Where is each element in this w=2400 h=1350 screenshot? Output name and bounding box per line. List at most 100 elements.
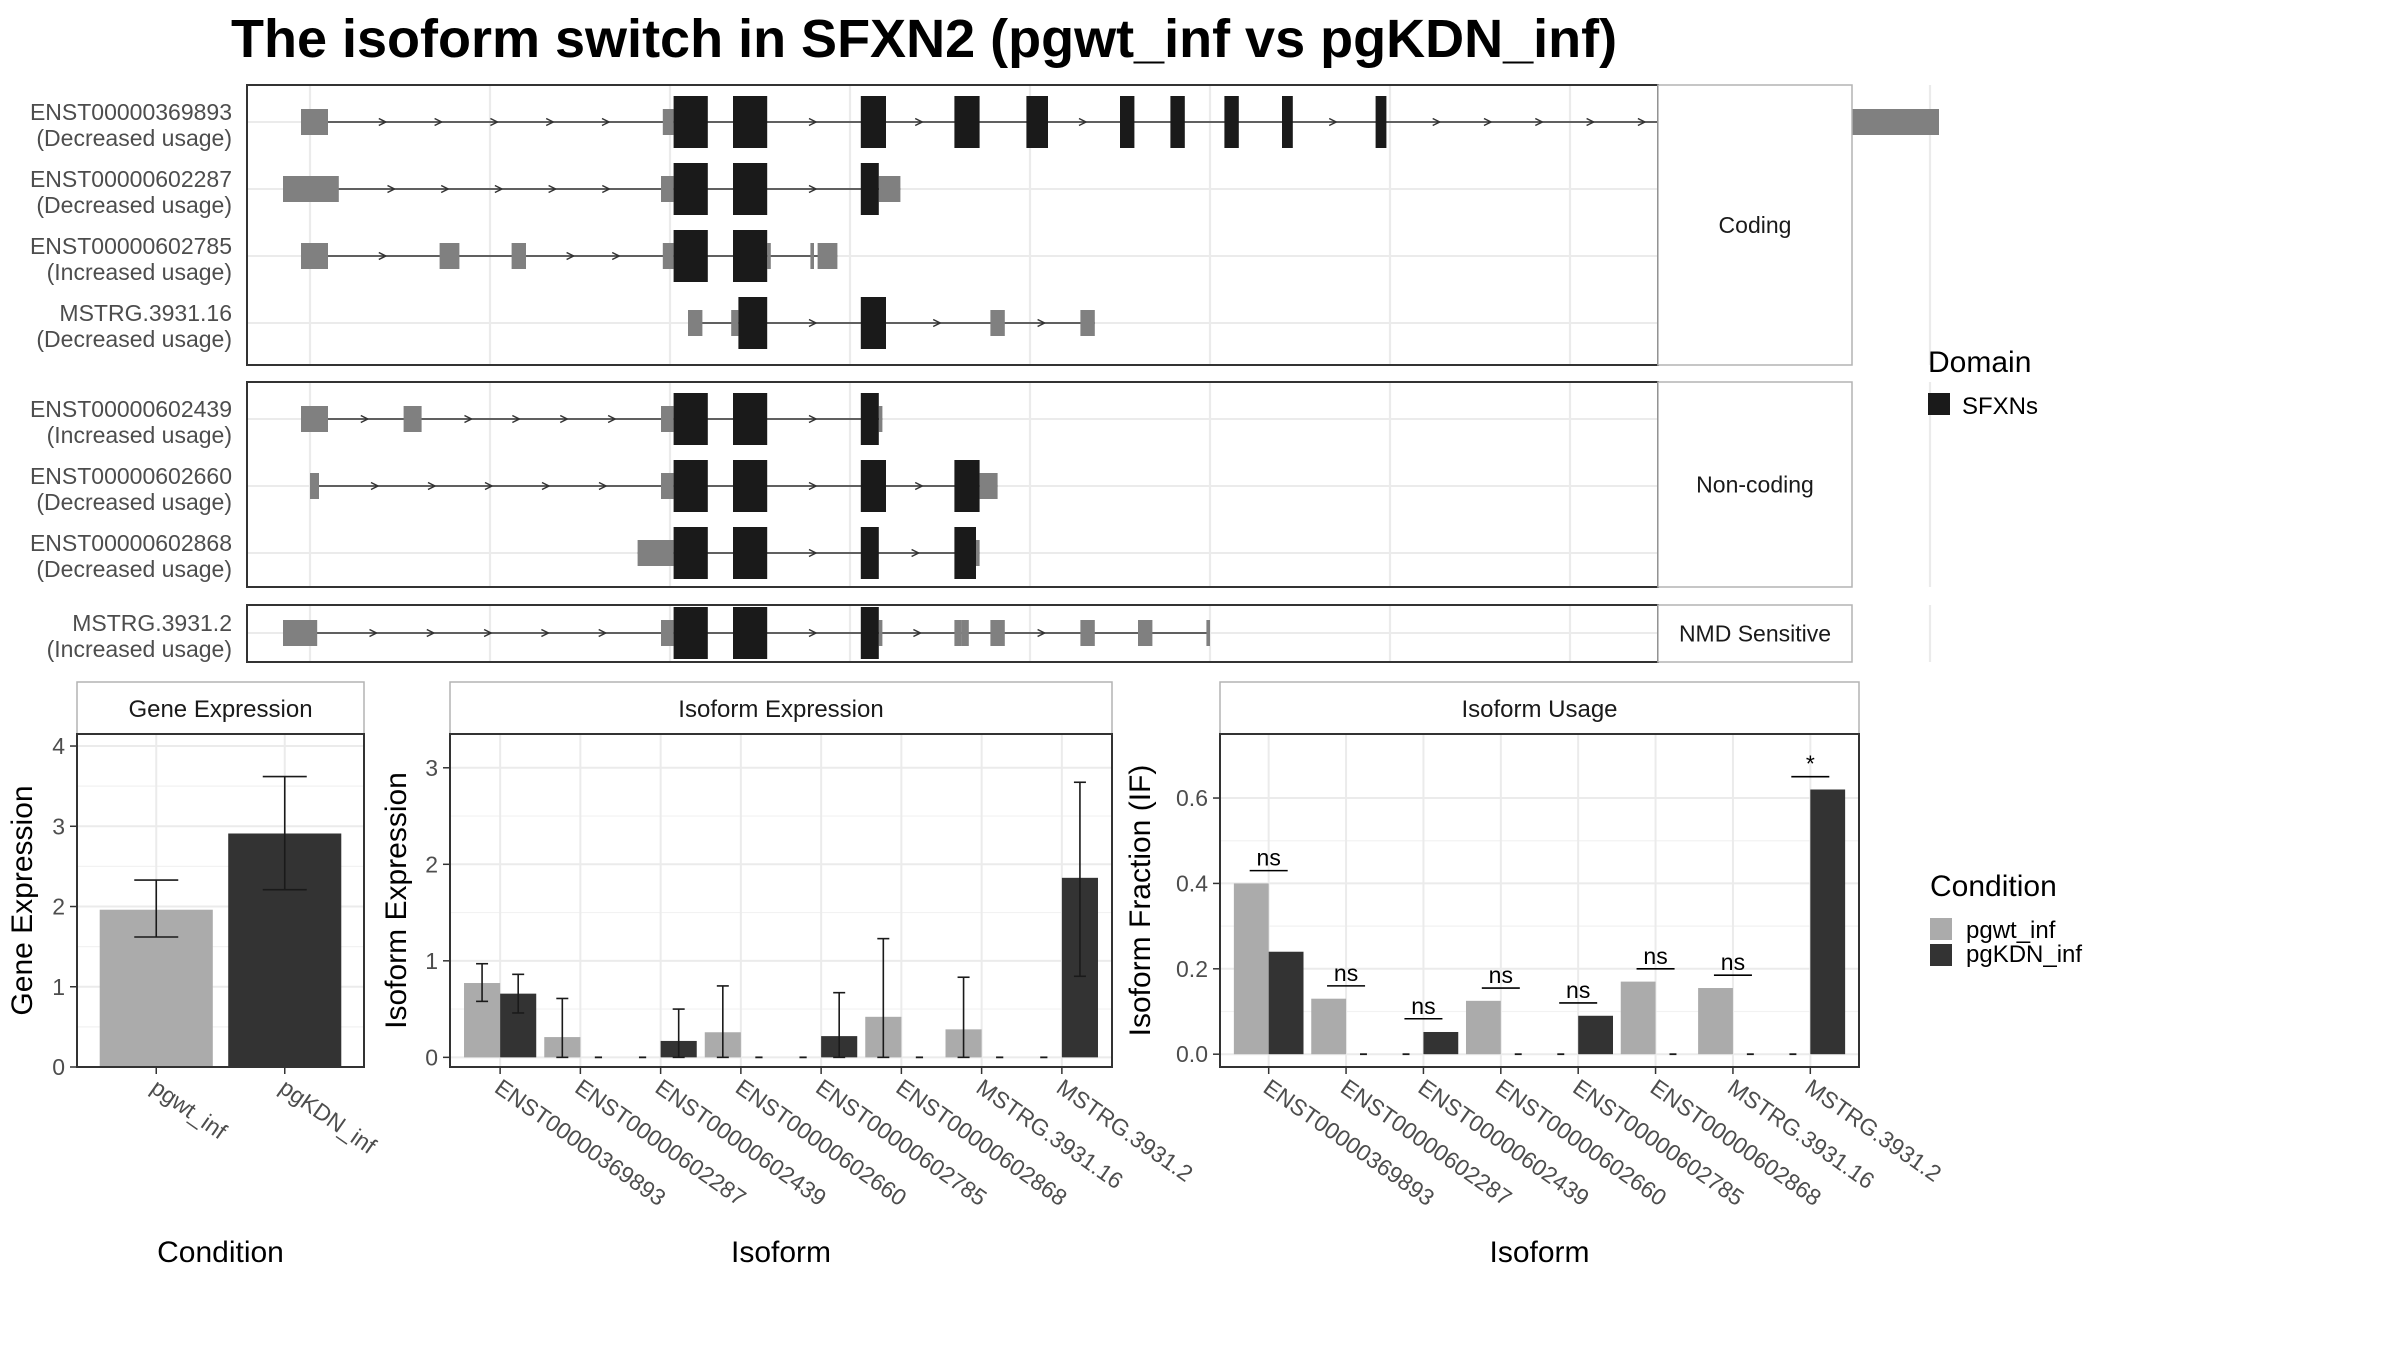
gene-expression-panel: Gene Expression 0 1 2 3 4 pgwt_inf pgKDN_inf Con… [6, 681, 381, 1269]
transcript-mstrg-3931-2-utr [1080, 620, 1095, 646]
transcript-enst00000602785-usage-label: (Increased usage) [47, 259, 232, 285]
transcript-enst00000602868-sfxns-domain [860, 527, 879, 579]
transcript-enst00000602785-utr [511, 243, 526, 269]
transcript-enst00000369893-direction-arrow [914, 117, 924, 127]
transcript-enst00000602439-sfxns-domain [860, 393, 879, 445]
panel-strip [1219, 681, 1860, 735]
transcript-mstrg-3931-2-utr [990, 620, 1005, 646]
structure-panel-bg-non-coding [247, 382, 1658, 587]
transcript-enst00000602439-sfxns-domain [733, 393, 768, 445]
transcript-enst00000602868-sfxns-domain [733, 527, 768, 579]
transcript-enst00000602439-direction-arrow [464, 414, 474, 424]
transcript-enst00000602287-sfxns-domain [860, 163, 879, 215]
condition-legend-key-pgkdn-inf [1930, 944, 1952, 966]
transcript-enst00000602287-utr [283, 176, 339, 202]
bar-mstrg-3931-2-pgkdn-inf [1810, 789, 1846, 1055]
figure-title: The isoform switch in SFXN2 (pgwt_inf vs… [231, 9, 1617, 69]
condition-legend: Condition pgwt_inf pgKDN_inf [1930, 870, 2082, 968]
transcript-enst00000602660-utr [310, 473, 319, 499]
transcript-enst00000369893-sfxns-domain [1120, 96, 1135, 148]
transcript-mstrg-3931-16-utr [990, 310, 1005, 336]
y-tick-label: 0.0 [1176, 1041, 1208, 1067]
transcript-mstrg-3931-16-direction-arrow [932, 318, 942, 328]
transcript-structure-plot: ENST00000369893(Decreased usage)ENST0000… [30, 84, 1939, 663]
structure-panel-bg-coding [247, 85, 1658, 365]
domain-legend-title: Domain [1928, 346, 2031, 379]
transcript-enst00000602660-direction-arrow [914, 481, 924, 491]
domain-legend: Domain SFXNs [1928, 346, 2038, 420]
transcript-enst00000369893-direction-arrow [1586, 117, 1596, 127]
panel-border [449, 733, 1113, 1068]
transcript-mstrg-3931-2-direction-arrow [483, 628, 493, 638]
transcript-enst00000602287-direction-arrow [440, 184, 450, 194]
significance-label: ns [1334, 960, 1358, 986]
y-tick-label: 0.4 [1176, 870, 1208, 896]
transcript-enst00000369893-direction-arrow [1432, 117, 1442, 127]
transcript-enst00000602785-utr [767, 243, 771, 269]
transcript-enst00000602785-direction-arrow [611, 251, 621, 261]
transcript-enst00000369893-direction-arrow [434, 117, 444, 127]
transcript-mstrg-3931-16-utr [688, 310, 703, 336]
transcript-enst00000369893-direction-arrow [490, 117, 500, 127]
significance-label: ns [1257, 845, 1281, 871]
x-tick-label: pgwt_inf [146, 1074, 232, 1145]
x-axis-title: Condition [157, 1236, 284, 1269]
transcript-enst00000602785-utr [301, 243, 328, 269]
panel-bg [450, 734, 1112, 1067]
bar-mstrg-3931-16-pgwt-inf [1698, 988, 1733, 1055]
transcript-enst00000369893-label: ENST00000369893 [30, 99, 232, 125]
transcript-enst00000602439-usage-label: (Increased usage) [47, 422, 232, 448]
bar-enst00000602785-pgkdn-inf [1578, 1015, 1614, 1055]
panel-strip [76, 681, 365, 735]
transcript-enst00000369893-direction-arrow [601, 117, 611, 127]
transcript-enst00000369893-sfxns-domain [1026, 96, 1048, 148]
transcript-enst00000602439-direction-arrow [607, 414, 617, 424]
transcript-mstrg-3931-2-label: MSTRG.3931.2 [72, 610, 232, 636]
structure-strip-non-coding [1657, 381, 1853, 588]
transcript-enst00000602287-direction-arrow [387, 184, 397, 194]
transcript-enst00000369893-direction-arrow [1483, 117, 1493, 127]
transcript-mstrg-3931-2-direction-arrow [369, 628, 379, 638]
significance-label: ns [1566, 977, 1590, 1003]
transcript-enst00000369893-sfxns-domain [954, 96, 980, 148]
transcript-enst00000602287-direction-arrow [808, 184, 818, 194]
transcript-mstrg-3931-2-direction-arrow [541, 628, 551, 638]
transcript-enst00000602868-sfxns-domain [673, 527, 708, 579]
transcript-enst00000369893-sfxns-domain [673, 96, 708, 148]
transcript-mstrg-3931-2-direction-arrow [1037, 628, 1047, 638]
transcript-enst00000602785-sfxns-domain [673, 230, 708, 282]
transcript-mstrg-3931-2-utr [661, 620, 674, 646]
transcript-enst00000369893-direction-arrow [378, 117, 388, 127]
isoform-expression-panel: Isoform Expression0123ENST00000369893ENS… [380, 681, 1198, 1269]
transcript-mstrg-3931-2-utr [283, 620, 318, 646]
transcript-mstrg-3931-16-direction-arrow [1037, 318, 1047, 328]
transcript-enst00000369893-sfxns-domain [733, 96, 768, 148]
bar-enst00000602868-pgwt-inf [1620, 981, 1656, 1055]
transcript-enst00000602660-sfxns-domain [860, 460, 886, 512]
transcript-enst00000602660-direction-arrow [427, 481, 437, 491]
transcript-enst00000602660-direction-arrow [484, 481, 494, 491]
bar-enst00000369893-pgkdn-inf [1268, 951, 1304, 1055]
transcript-enst00000602868-utr [976, 540, 980, 566]
transcript-enst00000602868-label: ENST00000602868 [30, 530, 232, 556]
transcript-enst00000369893-sfxns-domain [1282, 96, 1293, 148]
transcript-enst00000602868-sfxns-domain [954, 527, 976, 579]
bar-enst00000602287-pgwt-inf [1311, 998, 1347, 1055]
domain-legend-label-sfxns: SFXNs [1962, 393, 2038, 420]
transcript-enst00000602660-sfxns-domain [733, 460, 768, 512]
transcript-mstrg-3931-16-usage-label: (Decreased usage) [36, 326, 232, 352]
transcript-enst00000602660-sfxns-domain [954, 460, 980, 512]
transcript-mstrg-3931-2-utr [878, 620, 883, 646]
bar-enst00000602660-pgwt-inf [1465, 1000, 1501, 1055]
transcript-mstrg-3931-2-direction-arrow [913, 628, 923, 638]
domain-legend-key-sfxns [1928, 393, 1950, 415]
transcript-enst00000602868-usage-label: (Decreased usage) [36, 556, 232, 582]
condition-legend-key-pgwt-inf [1930, 918, 1952, 940]
transcript-enst00000602660-sfxns-domain [673, 460, 708, 512]
significance-label: ns [1643, 943, 1667, 969]
significance-label: * [1806, 751, 1815, 777]
y-tick-label: 1 [425, 948, 438, 974]
y-tick-label: 2 [425, 851, 438, 877]
transcript-enst00000369893-utr [301, 109, 328, 135]
transcript-mstrg-3931-2-direction-arrow [426, 628, 436, 638]
